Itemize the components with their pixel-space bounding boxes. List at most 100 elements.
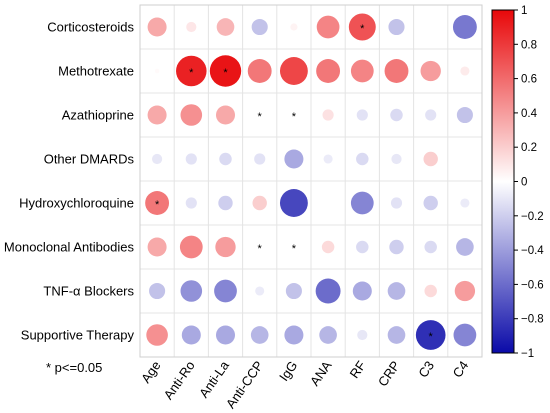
correlation-circle <box>321 240 335 254</box>
colorbar-tick-label: 0 <box>521 177 527 189</box>
correlation-circle <box>387 326 406 344</box>
significance-star: * <box>360 23 365 35</box>
correlation-circle <box>424 240 437 254</box>
correlation-circle <box>356 240 369 254</box>
correlation-circle <box>390 197 403 209</box>
correlation-circle <box>185 197 197 209</box>
correlation-circle <box>322 109 334 121</box>
correlation-circle <box>316 59 341 83</box>
correlation-circle <box>154 68 160 74</box>
row-label: Azathioprine <box>62 108 134 123</box>
correlation-circle <box>388 18 405 36</box>
column-label: C3 <box>415 358 437 380</box>
row-label: TNF-α Blockers <box>43 284 134 299</box>
row-labels: Corticosteroids Methotrexate Azathioprine O… <box>4 20 135 343</box>
correlation-circle <box>185 153 197 165</box>
correlation-circle <box>319 326 337 344</box>
row-label: Corticosteroids <box>47 20 134 35</box>
plot-frame <box>139 4 483 358</box>
significance-star: * <box>155 199 160 211</box>
correlation-circle <box>149 282 166 300</box>
colorbar-tick-label: 0.4 <box>521 108 538 120</box>
correlation-circle <box>284 325 304 345</box>
correlation-circle <box>279 189 308 217</box>
correlation-circle <box>384 59 409 83</box>
correlation-circle <box>209 55 242 87</box>
correlation-circle <box>356 109 368 121</box>
correlation-circle <box>348 13 376 41</box>
row-label: Hydroxychloroquine <box>19 196 134 211</box>
correlation-circle <box>251 18 268 36</box>
colorbar-bar <box>491 9 515 354</box>
correlation-circle <box>284 149 304 169</box>
significance-star: * <box>223 67 228 79</box>
colorbar-tick-label: −0.6 <box>521 279 544 291</box>
correlation-circle <box>415 320 446 350</box>
colorbar-tick-label: −0.8 <box>521 314 544 326</box>
colorbar-tick-label: −0.4 <box>521 245 544 257</box>
significance-star: * <box>189 67 194 79</box>
correlation-circle <box>181 325 201 345</box>
significance-star: * <box>292 243 297 255</box>
column-label: ANA <box>307 358 335 389</box>
correlation-circle <box>423 195 438 211</box>
correlation-circle <box>350 191 374 215</box>
correlation-circle <box>250 326 269 344</box>
correlation-circle <box>456 106 473 124</box>
correlation-circle <box>456 238 474 256</box>
correlation-circle <box>390 108 403 122</box>
correlation-circle <box>218 195 233 211</box>
colorbar-tick-label: −0.2 <box>521 211 544 223</box>
column-label: C4 <box>450 358 472 380</box>
correlation-circle <box>152 153 163 165</box>
correlation-circle <box>389 239 404 255</box>
column-label: Age <box>138 358 164 386</box>
correlation-circle <box>460 198 470 208</box>
correlation-circle <box>290 23 298 31</box>
correlation-circle <box>215 236 236 258</box>
correlation-circle <box>145 191 170 215</box>
correlation-circle <box>214 279 237 303</box>
correlation-circle <box>146 324 168 346</box>
correlation-circle <box>147 237 167 257</box>
grid-lines <box>139 4 483 358</box>
row-label: Monoclonal Antibodies <box>4 240 135 255</box>
correlation-circle <box>285 282 302 300</box>
column-label: Anti-Ro <box>161 358 198 402</box>
correlation-circle <box>147 105 167 125</box>
row-label: Methotrexate <box>58 64 134 79</box>
colorbar-tick-label: 0.6 <box>521 74 537 86</box>
correlation-circle <box>255 286 265 296</box>
colorbar-tick-label: 0.2 <box>521 142 537 154</box>
correlation-circle <box>147 17 167 37</box>
correlation-circle <box>391 153 402 165</box>
correlation-circle <box>215 105 236 125</box>
correlation-circle <box>387 282 406 300</box>
correlation-circle <box>215 325 236 345</box>
correlation-circle <box>424 284 437 298</box>
correlation-circle <box>176 55 207 87</box>
correlation-circle <box>356 152 369 166</box>
correlation-circle <box>315 278 341 304</box>
column-label: Anti-La <box>196 357 232 400</box>
significance-footnote: * p<=0.05 <box>46 360 103 375</box>
column-label: CRP <box>375 358 403 389</box>
column-label: IgG <box>276 358 300 384</box>
correlation-circle <box>216 18 235 36</box>
row-label: Supportive Therapy <box>21 328 135 343</box>
correlation-circle <box>323 154 333 164</box>
colorbar: 1 0.8 0.6 0.4 0.2 0 −0.2 −0.4 −0.6 −0.8 −1 <box>491 5 544 360</box>
correlation-circle <box>452 15 477 39</box>
correlation-circle <box>453 323 477 347</box>
correlation-circle <box>252 195 267 211</box>
correlation-circle <box>279 57 308 85</box>
significance-star: * <box>258 111 263 123</box>
colorbar-tick-label: 0.8 <box>521 39 537 51</box>
correlation-circles: * * * * * * * * * <box>145 13 477 350</box>
significance-star: * <box>292 111 297 123</box>
row-label: Other DMARDs <box>44 152 135 167</box>
correlation-circle <box>460 66 470 76</box>
correlation-circle <box>357 329 368 341</box>
